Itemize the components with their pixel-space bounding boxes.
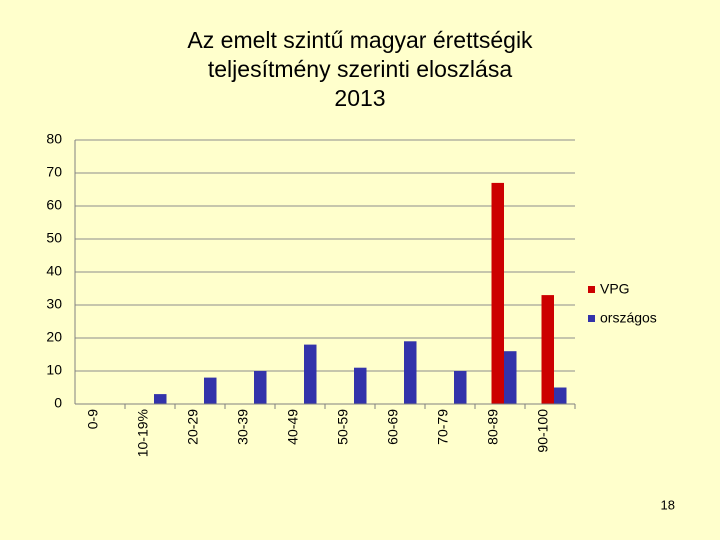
y-tick-label: 70 xyxy=(46,164,62,180)
slide-number: 18 xyxy=(661,497,675,512)
x-tick-label: 10-19% xyxy=(135,409,151,457)
legend-swatch xyxy=(588,286,595,293)
y-tick-label: 50 xyxy=(46,230,62,246)
chart-title: 2013 xyxy=(334,85,385,111)
x-tick-label: 60-69 xyxy=(385,409,401,445)
y-tick-label: 80 xyxy=(46,131,62,147)
bar xyxy=(491,182,504,404)
bar xyxy=(304,344,317,404)
y-tick-label: 40 xyxy=(46,263,62,279)
y-tick-label: 10 xyxy=(46,362,62,378)
chart-title: Az emelt szintű magyar érettségik xyxy=(187,27,533,53)
legend-label: VPG xyxy=(600,281,630,297)
x-tick-label: 0-9 xyxy=(85,409,101,429)
x-tick-label: 80-89 xyxy=(485,409,501,445)
bar xyxy=(254,371,267,404)
y-tick-label: 0 xyxy=(54,395,62,411)
x-tick-label: 20-29 xyxy=(185,409,201,445)
bar xyxy=(541,295,554,404)
bar xyxy=(554,387,567,404)
bar xyxy=(454,371,467,404)
x-tick-label: 70-79 xyxy=(435,409,451,445)
y-tick-label: 20 xyxy=(46,329,62,345)
x-tick-label: 30-39 xyxy=(235,409,251,445)
bar xyxy=(354,367,367,404)
x-tick-label: 40-49 xyxy=(285,409,301,445)
legend-label: országos xyxy=(600,310,657,326)
x-tick-label: 90-100 xyxy=(535,409,551,453)
x-tick-label: 50-59 xyxy=(335,409,351,445)
bar xyxy=(204,377,217,404)
chart-title: teljesítmény szerinti eloszlása xyxy=(208,56,512,82)
legend-swatch xyxy=(588,315,595,322)
bar xyxy=(404,341,417,404)
y-tick-label: 30 xyxy=(46,296,62,312)
bar xyxy=(504,351,517,404)
bar xyxy=(154,394,167,404)
y-tick-label: 60 xyxy=(46,197,62,213)
